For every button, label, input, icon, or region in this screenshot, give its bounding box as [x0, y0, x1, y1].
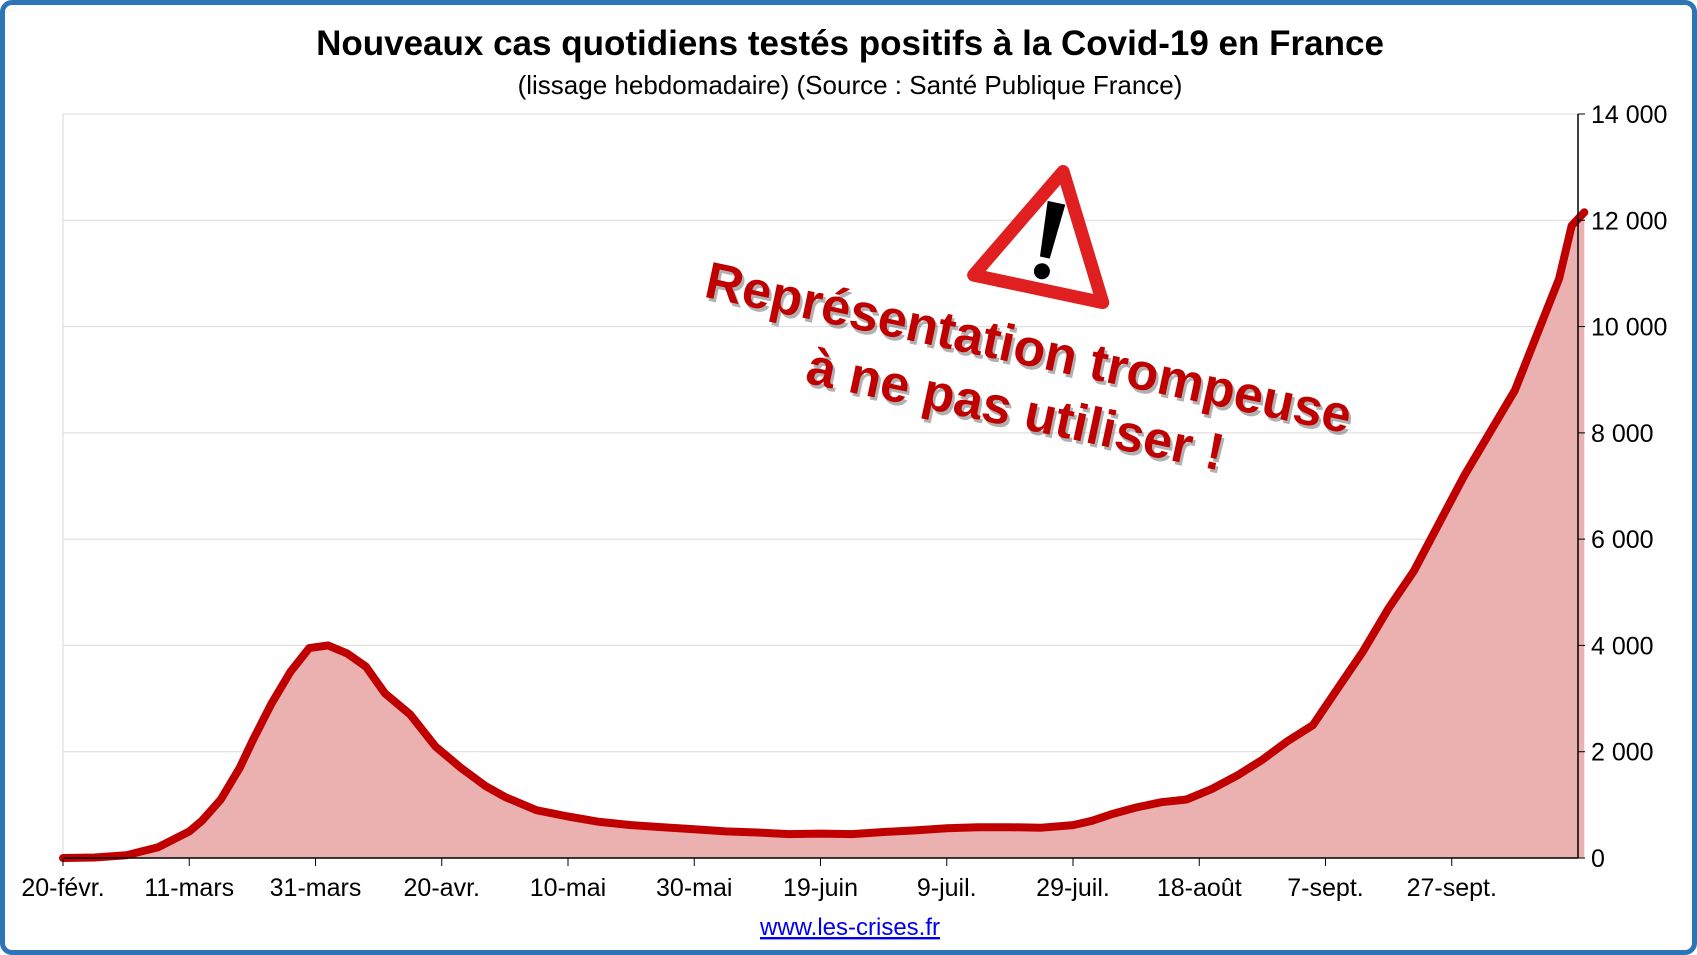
y-tick-label: 12 000: [1591, 207, 1667, 235]
area-fill: [63, 212, 1585, 859]
warning-icon: [967, 164, 1110, 310]
y-tick-label: 8 000: [1591, 420, 1654, 448]
x-tick-label: 20-févr.: [21, 874, 104, 902]
x-tick-label: 9-juil.: [917, 874, 977, 902]
y-tick-label: 4 000: [1591, 632, 1654, 660]
x-tick-label: 7-sept.: [1287, 874, 1363, 902]
series-line: [59, 208, 1589, 862]
y-tick-label: 0: [1591, 845, 1605, 873]
x-axis-ticks: 20-févr. 11-mars 31-mars 20-avr. 10-mai 30-ma…: [21, 858, 1497, 902]
x-tick-label: 19-juin: [783, 874, 858, 902]
chart-subtitle: (lissage hebdomadaire) (Source : Santé P…: [518, 70, 1183, 100]
y-tick-label: 14 000: [1591, 101, 1667, 129]
series-area: [59, 208, 1589, 862]
x-tick-label: 18-août: [1157, 874, 1242, 902]
x-tick-label: 29-juil.: [1036, 874, 1110, 902]
y-axis-ticks: 0 2 000 4 000 6 000 8 000 10 000 12 000 14 000: [1578, 101, 1667, 873]
y-tick-label: 2 000: [1591, 739, 1654, 767]
x-tick-label: 20-avr.: [404, 874, 480, 902]
chart-title: Nouveaux cas quotidiens testés positifs …: [316, 24, 1384, 63]
y-tick-label: 6 000: [1591, 526, 1654, 554]
x-tick-label: 30-mai: [656, 874, 732, 902]
x-tick-label: 27-sept.: [1407, 874, 1497, 902]
source-link[interactable]: www.les-crises.fr: [759, 914, 940, 941]
y-tick-label: 10 000: [1591, 314, 1667, 342]
x-tick-label: 31-mars: [270, 874, 362, 902]
x-tick-label: 10-mai: [530, 874, 606, 902]
x-tick-label: 11-mars: [144, 874, 234, 902]
